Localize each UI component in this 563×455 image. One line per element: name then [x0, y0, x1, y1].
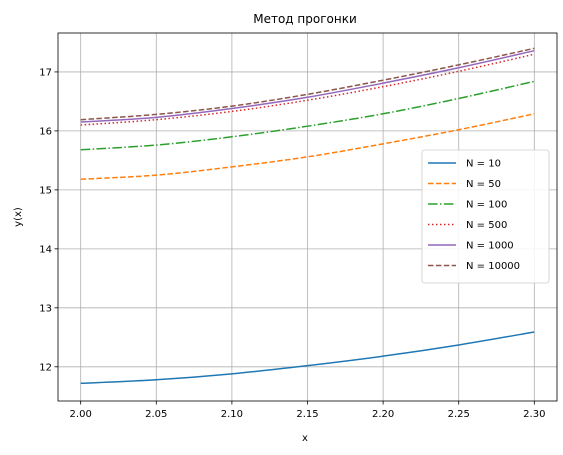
- legend-label: N = 500: [466, 220, 507, 231]
- x-tick-label: 2.10: [221, 409, 243, 420]
- legend-label: N = 10: [466, 159, 501, 170]
- y-tick-label: 14: [39, 244, 52, 255]
- legend-label: N = 10000: [466, 261, 520, 272]
- legend-label: N = 1000: [466, 241, 514, 252]
- x-axis-label: x: [302, 433, 308, 444]
- x-tick-label: 2.30: [523, 409, 545, 420]
- legend-label: N = 50: [466, 179, 501, 190]
- y-axis-label: y(x): [13, 207, 24, 227]
- x-tick-label: 2.15: [296, 409, 318, 420]
- x-tick-label: 2.20: [372, 409, 394, 420]
- series-line-n-50: [80, 113, 535, 181]
- legend-label: N = 100: [466, 200, 507, 211]
- series-line-n-10: [80, 331, 535, 385]
- y-tick-label: 15: [39, 185, 52, 196]
- y-tick-label: 17: [39, 67, 52, 78]
- x-tick-label: 2.05: [145, 409, 167, 420]
- series-line-n-10000: [80, 47, 535, 121]
- y-tick-label: 12: [39, 362, 52, 373]
- x-tick-label: 2.00: [70, 409, 92, 420]
- series-line-n-500: [80, 53, 535, 126]
- axis-ticks: 2.00 2.05 2.10 2.15 2.20 2.25 2.30 12 13 14 15 16 17: [39, 67, 545, 420]
- legend: N = 10 N = 50 N = 100 N = 500 N = 1000 N = 10…: [421, 149, 550, 284]
- chart-title: Метод прогонки: [253, 12, 357, 26]
- series-line-n-100: [80, 80, 535, 151]
- y-tick-label: 16: [39, 126, 52, 137]
- series-line-n-1000: [80, 49, 535, 123]
- series-lines: [80, 47, 535, 385]
- y-tick-label: 13: [39, 303, 52, 314]
- x-tick-label: 2.25: [448, 409, 470, 420]
